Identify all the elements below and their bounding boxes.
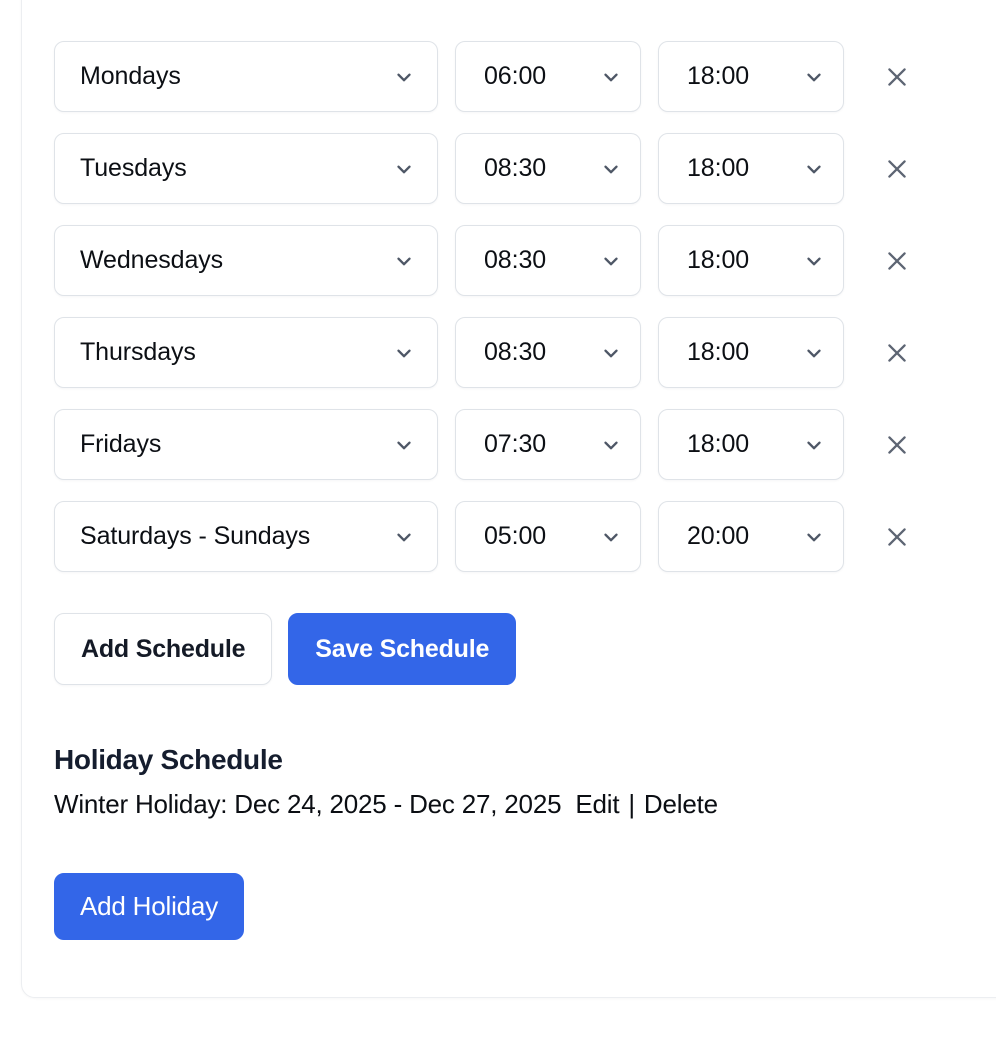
end-time-select[interactable]: 18:00	[658, 225, 844, 296]
chevron-down-icon	[393, 342, 415, 364]
day-select[interactable]: Saturdays - Sundays	[54, 501, 438, 572]
schedule-row: Fridays 07:30 18:00	[54, 409, 954, 480]
chevron-down-icon	[393, 434, 415, 456]
chevron-down-icon	[803, 66, 825, 88]
schedule-row: Tuesdays 08:30 18:00	[54, 133, 954, 204]
start-time-value: 06:00	[484, 64, 547, 89]
holiday-schedule-section: Holiday Schedule Winter Holiday: Dec 24,…	[54, 744, 954, 940]
start-time-select[interactable]: 05:00	[455, 501, 641, 572]
chevron-down-icon	[803, 526, 825, 548]
start-time-select[interactable]: 07:30	[455, 409, 641, 480]
remove-schedule-row-button[interactable]	[874, 514, 920, 560]
day-select-value: Tuesdays	[80, 156, 187, 181]
day-select[interactable]: Thursdays	[54, 317, 438, 388]
chevron-down-icon	[600, 434, 622, 456]
holiday-entry-text: Winter Holiday: Dec 24, 2025 - Dec 27, 2…	[54, 788, 562, 819]
end-time-value: 18:00	[687, 340, 750, 365]
holiday-schedule-heading: Holiday Schedule	[54, 744, 283, 775]
day-select-value: Wednesdays	[80, 248, 224, 273]
remove-schedule-row-button[interactable]	[874, 54, 920, 100]
close-icon	[884, 156, 910, 182]
end-time-value: 18:00	[687, 432, 750, 457]
start-time-select[interactable]: 06:00	[455, 41, 641, 112]
day-select-value: Saturdays - Sundays	[80, 524, 311, 549]
chevron-down-icon	[393, 250, 415, 272]
start-time-value: 07:30	[484, 432, 547, 457]
card-content: Mondays 06:00 18:00 Tuesdays 08:30 18:00 Wedne…	[54, 41, 954, 940]
remove-schedule-row-button[interactable]	[874, 238, 920, 284]
holiday-link-separator: |	[628, 788, 635, 819]
chevron-down-icon	[803, 434, 825, 456]
end-time-select[interactable]: 18:00	[658, 409, 844, 480]
chevron-down-icon	[803, 158, 825, 180]
end-time-select[interactable]: 18:00	[658, 41, 844, 112]
holiday-delete-link[interactable]: Delete	[643, 788, 718, 819]
day-select[interactable]: Mondays	[54, 41, 438, 112]
chevron-down-icon	[803, 342, 825, 364]
start-time-select[interactable]: 08:30	[455, 317, 641, 388]
chevron-down-icon	[393, 526, 415, 548]
start-time-value: 08:30	[484, 340, 547, 365]
schedule-row: Saturdays - Sundays 05:00 20:00	[54, 501, 954, 572]
schedule-row: Thursdays 08:30 18:00	[54, 317, 954, 388]
day-select-value: Mondays	[80, 64, 181, 89]
close-icon	[884, 524, 910, 550]
chevron-down-icon	[393, 158, 415, 180]
end-time-value: 18:00	[687, 64, 750, 89]
close-icon	[884, 432, 910, 458]
chevron-down-icon	[600, 250, 622, 272]
start-time-select[interactable]: 08:30	[455, 133, 641, 204]
end-time-value: 18:00	[687, 156, 750, 181]
add-schedule-button[interactable]: Add Schedule	[54, 613, 273, 685]
end-time-select[interactable]: 18:00	[658, 317, 844, 388]
schedule-action-buttons: Add Schedule Save Schedule	[54, 613, 954, 685]
day-select-value: Thursdays	[80, 340, 196, 365]
start-time-value: 08:30	[484, 156, 547, 181]
add-holiday-wrap: Add Holiday	[54, 872, 954, 940]
holiday-edit-link[interactable]: Edit	[575, 788, 620, 819]
start-time-value: 08:30	[484, 248, 547, 273]
chevron-down-icon	[600, 158, 622, 180]
end-time-value: 18:00	[687, 248, 750, 273]
end-time-select[interactable]: 20:00	[658, 501, 844, 572]
close-icon	[884, 340, 910, 366]
end-time-value: 20:00	[687, 524, 750, 549]
remove-schedule-row-button[interactable]	[874, 146, 920, 192]
day-select[interactable]: Fridays	[54, 409, 438, 480]
chevron-down-icon	[600, 526, 622, 548]
save-schedule-button[interactable]: Save Schedule	[288, 613, 517, 685]
remove-schedule-row-button[interactable]	[874, 330, 920, 376]
schedule-row: Wednesdays 08:30 18:00	[54, 225, 954, 296]
remove-schedule-row-button[interactable]	[874, 422, 920, 468]
holiday-entry: Winter Holiday: Dec 24, 2025 - Dec 27, 2…	[54, 789, 954, 820]
close-icon	[884, 248, 910, 274]
holiday-entry-list: Winter Holiday: Dec 24, 2025 - Dec 27, 2…	[54, 789, 954, 820]
schedule-settings-card: Mondays 06:00 18:00 Tuesdays 08:30 18:00 Wedne…	[21, 0, 996, 998]
add-holiday-button[interactable]: Add Holiday	[54, 872, 244, 940]
schedule-row: Mondays 06:00 18:00	[54, 41, 954, 112]
chevron-down-icon	[803, 250, 825, 272]
chevron-down-icon	[600, 342, 622, 364]
close-icon	[884, 64, 910, 90]
day-select[interactable]: Wednesdays	[54, 225, 438, 296]
weekly-schedule-list: Mondays 06:00 18:00 Tuesdays 08:30 18:00 Wedne…	[54, 41, 954, 572]
chevron-down-icon	[600, 66, 622, 88]
start-time-value: 05:00	[484, 524, 547, 549]
start-time-select[interactable]: 08:30	[455, 225, 641, 296]
chevron-down-icon	[393, 66, 415, 88]
day-select-value: Fridays	[80, 432, 162, 457]
day-select[interactable]: Tuesdays	[54, 133, 438, 204]
end-time-select[interactable]: 18:00	[658, 133, 844, 204]
